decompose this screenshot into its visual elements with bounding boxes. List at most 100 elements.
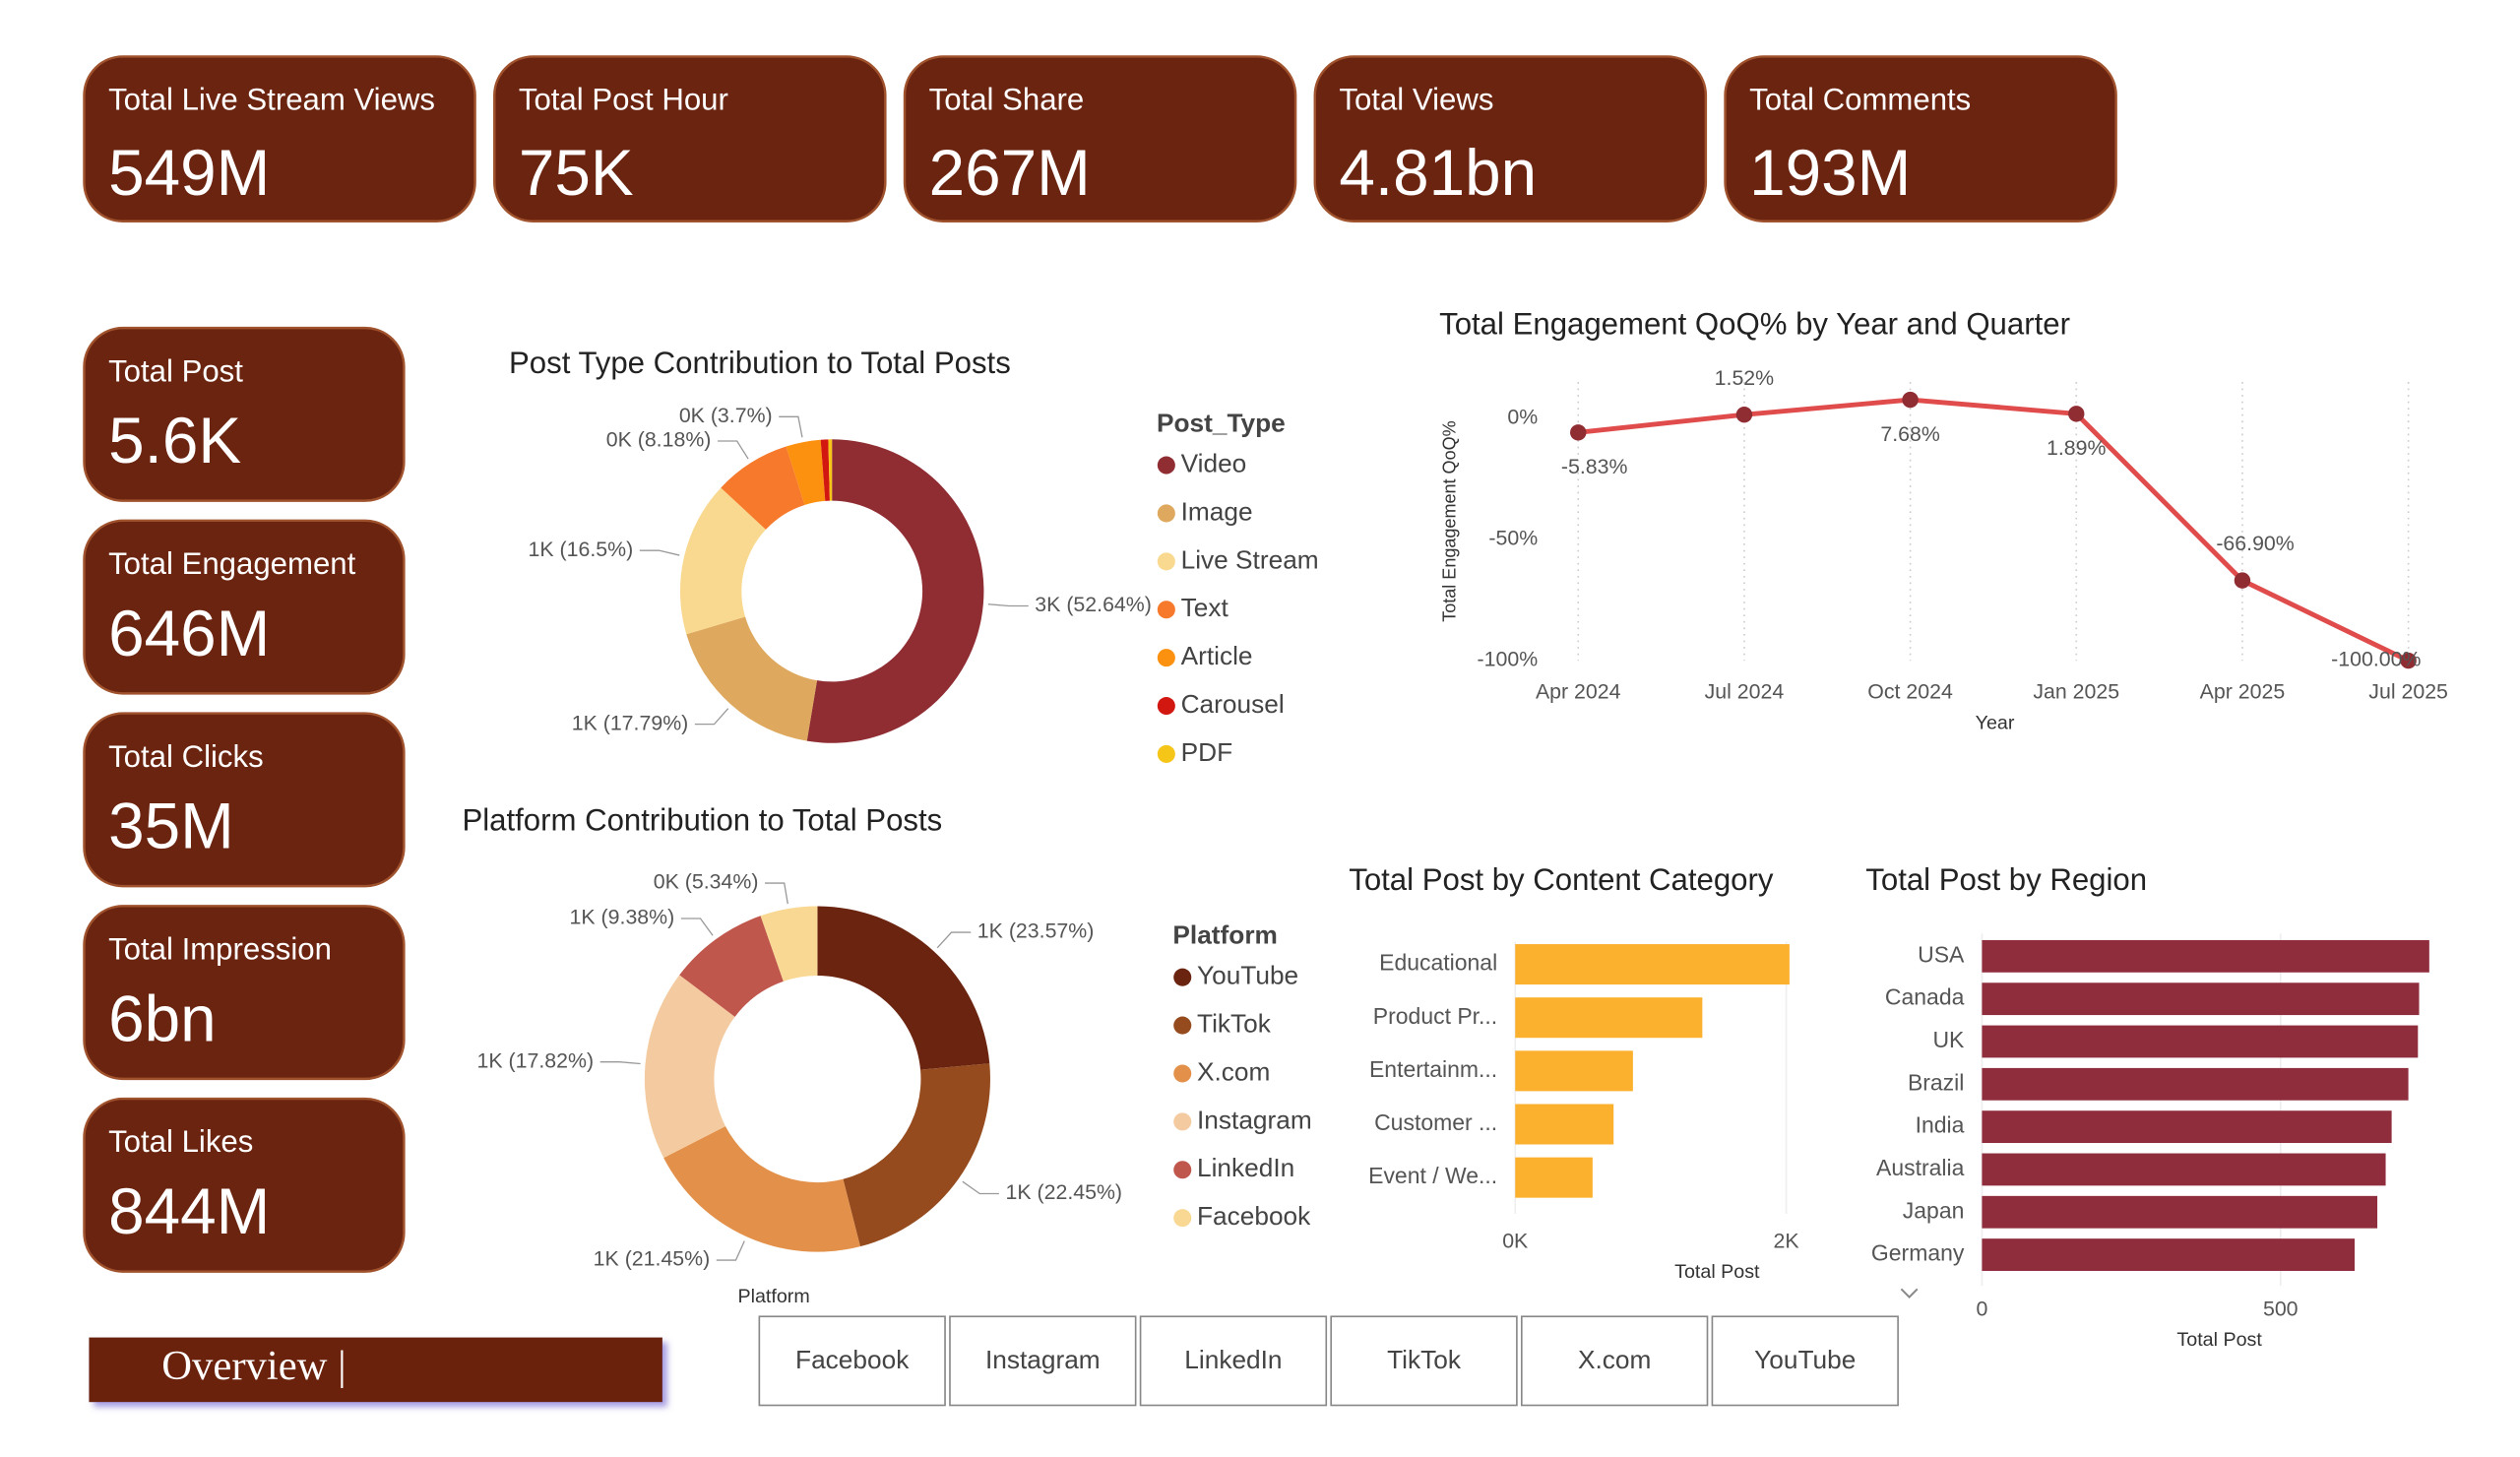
leader-line (639, 549, 680, 556)
axis-title: Total Post (1674, 1261, 1760, 1283)
slicer-label[interactable]: Instagram (985, 1345, 1101, 1374)
leader-line (987, 603, 1029, 607)
legend-swatch (1157, 456, 1175, 475)
kpi-card (83, 55, 476, 223)
kpi-value: 267M (929, 137, 1091, 209)
marker (1735, 407, 1753, 423)
marker (1570, 424, 1587, 441)
kpi-card (493, 55, 887, 223)
y-tick-label: USA (1918, 941, 1965, 967)
leader-line (779, 415, 803, 438)
slicer-button[interactable] (1139, 1315, 1328, 1407)
bar (1982, 1238, 2355, 1271)
y-tick-label: Product Pr... (1373, 1003, 1497, 1029)
leader-line (765, 882, 788, 905)
legend-swatch (1173, 1209, 1192, 1228)
kpi-card (83, 905, 406, 1081)
legend-label: PDF (1181, 737, 1233, 767)
data-label: 1.89% (2047, 436, 2107, 460)
kpi-value: 35M (108, 791, 234, 862)
bar (1515, 1157, 1593, 1198)
x-tick-label: Oct 2024 (1867, 680, 1953, 704)
x-tick-label: Apr 2025 (2200, 680, 2286, 704)
x-tick-label: 0 (1976, 1297, 1987, 1320)
legend-swatch (1157, 504, 1175, 523)
slicer-button[interactable] (758, 1315, 946, 1407)
data-label: 0K (3.7%) (679, 404, 773, 427)
donut-slice (644, 975, 735, 1159)
bar (1982, 1110, 2392, 1144)
data-label: 1K (23.57%) (977, 919, 1095, 943)
legend-label: Image (1181, 496, 1253, 526)
data-label: 1K (17.82%) (477, 1048, 595, 1072)
chart-title: Post Type Contribution to Total Posts (509, 346, 1011, 380)
legend-label: X.com (1197, 1056, 1270, 1086)
slicer-button[interactable] (1520, 1315, 1709, 1407)
data-label: 1K (21.45%) (594, 1247, 711, 1271)
data-label: -66.90% (2216, 532, 2294, 555)
kpi-label: Total Clicks (108, 739, 264, 774)
data-label: 3K (52.64%) (1035, 593, 1152, 616)
slicer-button[interactable] (1330, 1315, 1518, 1407)
kpi-value: 844M (108, 1175, 270, 1247)
leader-line (936, 931, 972, 949)
x-tick-label: 0K (1502, 1229, 1528, 1252)
donut-slice (721, 446, 805, 530)
kpi-card (903, 55, 1297, 223)
marker (2400, 652, 2417, 669)
bar (1515, 944, 1790, 985)
scroll-chevron[interactable] (1900, 1288, 1919, 1299)
nav[interactable]: Overview | (89, 1337, 662, 1403)
donut-slice (817, 906, 990, 1070)
bar (1982, 1067, 2409, 1101)
slicer-label[interactable]: Facebook (795, 1345, 910, 1374)
kpi-value: 75K (519, 137, 634, 209)
kpi-label: Total Share (929, 83, 1085, 117)
leader-line (717, 440, 749, 460)
y-tick-label: UK (1932, 1027, 1965, 1052)
y-tick-label: -100% (1478, 648, 1539, 671)
slicer-label[interactable]: LinkedIn (1184, 1345, 1282, 1374)
legend-swatch (1157, 601, 1175, 619)
legend-swatch (1173, 1161, 1192, 1179)
legend-label: Facebook (1197, 1201, 1311, 1231)
y-tick-label: Brazil (1908, 1069, 1964, 1095)
y-tick-label: India (1916, 1112, 1965, 1138)
y-tick-label: Germany (1871, 1240, 1965, 1266)
slicer-label[interactable]: TikTok (1387, 1345, 1462, 1374)
slicer-button[interactable] (949, 1315, 1137, 1407)
kpi-value: 549M (108, 137, 270, 209)
overview-button[interactable] (89, 1337, 662, 1403)
chart-title: Platform Contribution to Total Posts (462, 802, 942, 837)
y-tick-label: Australia (1876, 1155, 1965, 1180)
bar (1515, 997, 1703, 1039)
legend-label: TikTok (1197, 1009, 1272, 1039)
leader-line (599, 1061, 641, 1065)
kpi-card (1724, 55, 2117, 223)
kpi-value: 193M (1749, 137, 1911, 209)
kpi-card (83, 326, 406, 502)
kpi-label: Total Views (1339, 83, 1493, 117)
legend-label: YouTube (1197, 961, 1298, 990)
legend-label: Video (1181, 448, 1247, 477)
legend-swatch (1157, 649, 1175, 667)
donut-slice (820, 439, 830, 501)
chart-title: Total Post by Region (1865, 862, 2147, 897)
kpi-label: Total Post (108, 353, 243, 388)
slicer-label[interactable]: YouTube (1754, 1345, 1856, 1374)
legend-swatch (1157, 697, 1175, 716)
overview-label[interactable]: Overview | (161, 1343, 346, 1389)
kpi-card (1313, 55, 1708, 223)
donut-slice (786, 439, 826, 505)
y-tick-label: Event / We... (1368, 1163, 1497, 1188)
legend-label: Carousel (1181, 689, 1285, 719)
donut-slice (828, 439, 833, 501)
legend-swatch (1173, 1064, 1192, 1083)
y-tick-label: Canada (1885, 984, 1965, 1010)
slicer-label[interactable]: X.com (1578, 1345, 1651, 1374)
data-label: 1K (9.38%) (570, 906, 675, 929)
y-tick-label: Educational (1379, 950, 1497, 976)
x-tick-label: Jan 2025 (2033, 680, 2119, 704)
slicer-button[interactable] (1711, 1315, 1899, 1407)
